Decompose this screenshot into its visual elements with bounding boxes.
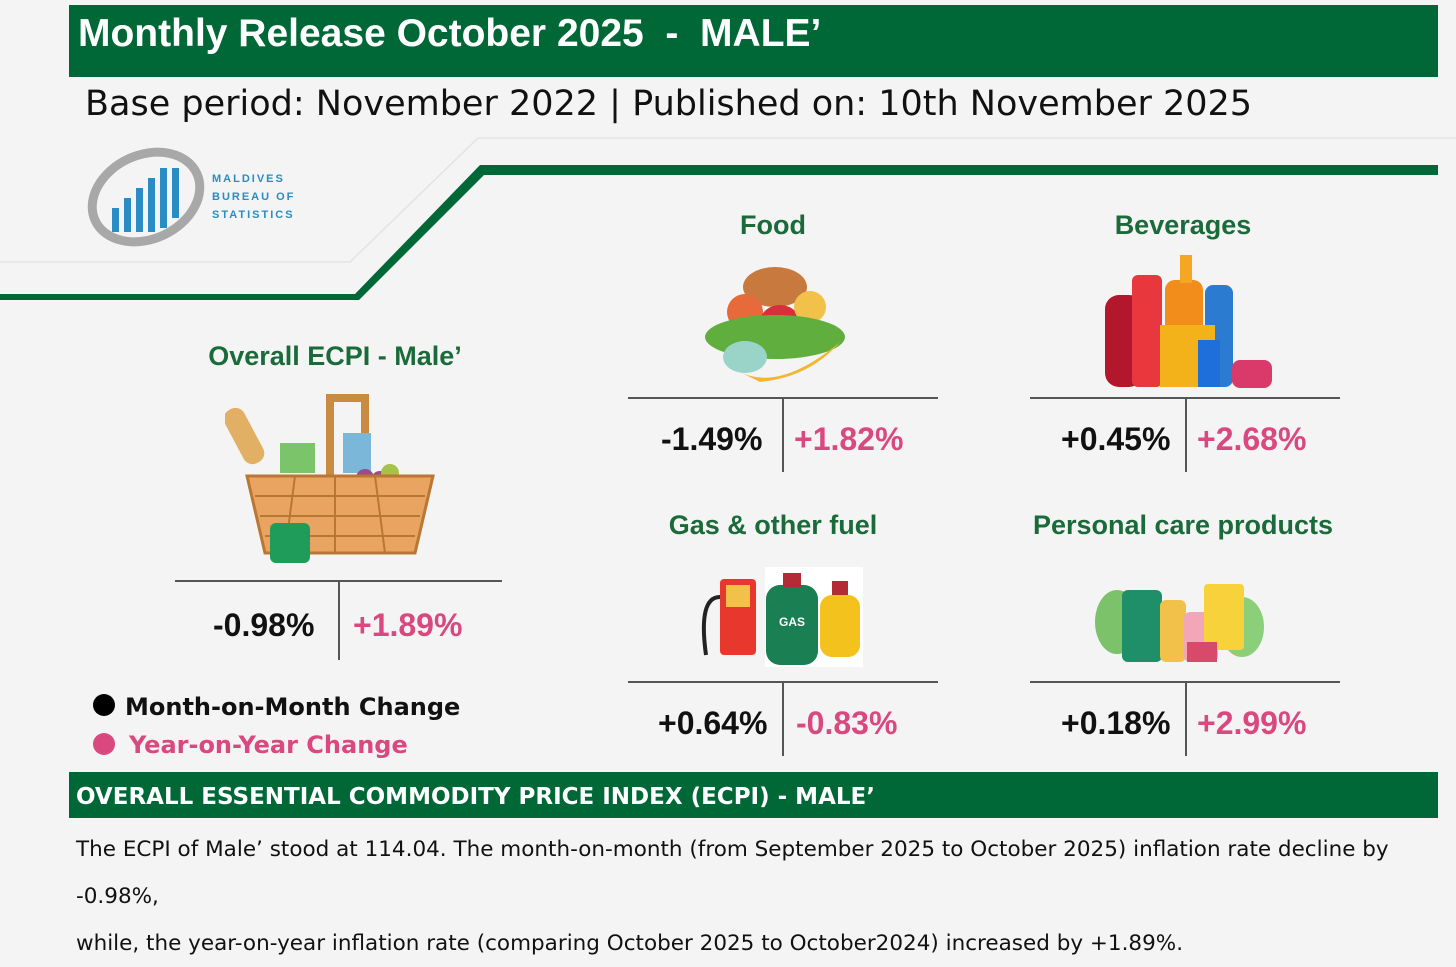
mom-legend-dot bbox=[93, 694, 115, 716]
divider-line bbox=[782, 681, 784, 756]
divider-line bbox=[1185, 397, 1187, 472]
beverages-icon bbox=[1105, 255, 1272, 388]
page-title: Monthly Release October 2025 - MALE’ bbox=[78, 12, 822, 55]
beverages-yoy-value: +2.68% bbox=[1197, 421, 1307, 457]
food-title: Food bbox=[740, 210, 806, 240]
overall-yoy-value: +1.89% bbox=[353, 607, 463, 643]
food-mom-value: -1.49% bbox=[661, 421, 763, 457]
food-icon bbox=[705, 267, 845, 382]
divider-line bbox=[782, 397, 784, 472]
food-yoy-value: +1.82% bbox=[794, 421, 904, 457]
mom-legend-label: Month-on-Month Change bbox=[125, 693, 461, 721]
header-swoosh bbox=[0, 137, 1456, 300]
yoy-legend-dot bbox=[93, 733, 115, 755]
personal-care-title: Personal care products bbox=[1032, 510, 1334, 540]
beverages-mom-value: +0.45% bbox=[1061, 421, 1171, 457]
summary-title: OVERALL ESSENTIAL COMMODITY PRICE INDEX … bbox=[76, 784, 875, 810]
shopping-basket-icon bbox=[225, 394, 435, 563]
logo-line: BUREAU OF bbox=[212, 191, 296, 203]
gas-label: GAS bbox=[779, 615, 805, 629]
personal-care-mom-value: +0.18% bbox=[1061, 705, 1171, 741]
gas-fuel-yoy-value: -0.83% bbox=[796, 705, 898, 741]
yoy-legend-label: Year-on-Year Change bbox=[129, 731, 408, 759]
logo-text: MALDIVES BUREAU OF STATISTICS bbox=[212, 170, 295, 224]
gas-fuel-title: Gas & other fuel bbox=[668, 510, 878, 540]
overall-mom-value: -0.98% bbox=[213, 607, 315, 643]
divider-line bbox=[1185, 681, 1187, 756]
divider-line bbox=[338, 580, 340, 660]
title-bar bbox=[69, 5, 1438, 77]
summary-line: The ECPI of Male’ stood at 114.04. The m… bbox=[76, 837, 1389, 909]
page-subtitle: Base period: November 2022 | Published o… bbox=[85, 84, 1253, 124]
personal-care-yoy-value: +2.99% bbox=[1197, 705, 1307, 741]
logo-line: MALDIVES bbox=[212, 173, 285, 185]
bar-chart-swoosh-icon bbox=[87, 147, 205, 247]
gas-cylinder-icon: GAS bbox=[701, 567, 863, 667]
summary-line: while, the year-on-year inflation rate (… bbox=[76, 931, 1184, 956]
personal-care-icon bbox=[1095, 584, 1264, 662]
overall-title: Overall ECPI - Male’ bbox=[208, 341, 462, 371]
logo-line: STATISTICS bbox=[212, 209, 295, 221]
beverages-title: Beverages bbox=[1114, 210, 1252, 240]
gas-fuel-mom-value: +0.64% bbox=[658, 705, 768, 741]
summary-paragraph: The ECPI of Male’ stood at 114.04. The m… bbox=[76, 826, 1446, 967]
summary-bar bbox=[69, 772, 1438, 818]
